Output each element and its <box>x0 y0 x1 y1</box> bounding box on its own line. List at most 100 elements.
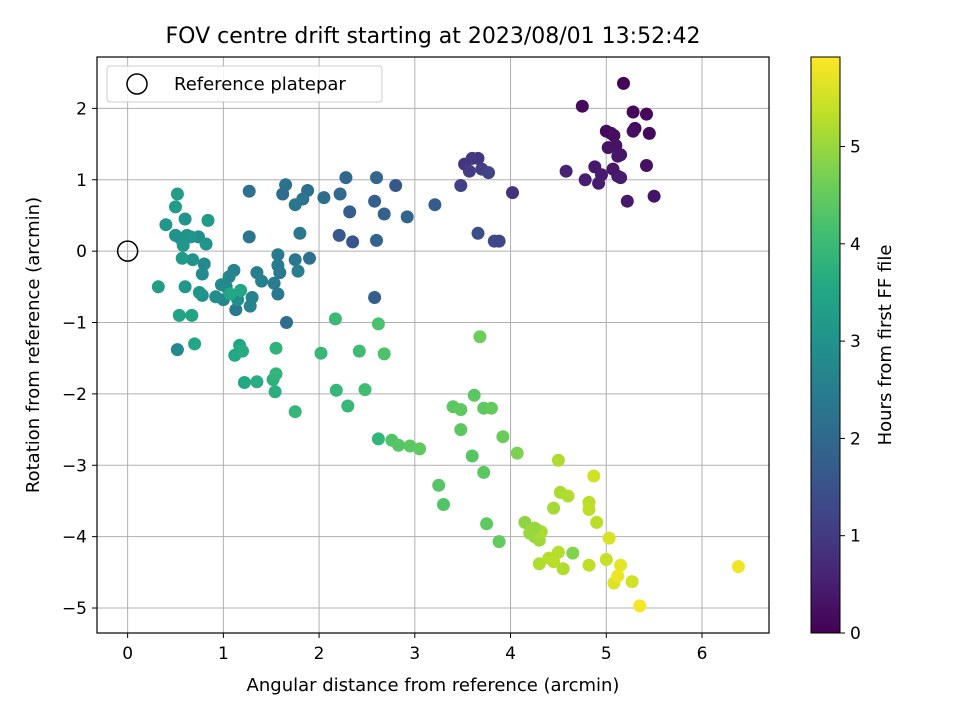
data-point <box>392 438 405 452</box>
data-point <box>510 446 524 460</box>
data-point <box>178 280 192 294</box>
data-point <box>587 469 601 483</box>
y-tick-label: −1 <box>62 314 87 334</box>
data-point <box>234 283 248 297</box>
data-point <box>236 344 249 358</box>
data-point <box>462 164 476 178</box>
data-point <box>599 553 613 566</box>
x-tick-label: 4 <box>505 644 516 664</box>
data-point <box>332 228 346 242</box>
data-point <box>368 194 382 208</box>
data-point <box>328 312 342 326</box>
data-point <box>151 280 165 294</box>
y-tick-label: 2 <box>76 99 87 119</box>
x-tick-label: 2 <box>314 644 325 664</box>
data-point <box>159 218 173 232</box>
colorbar-ticks: 0 1 2 3 4 5 <box>840 138 861 644</box>
data-point <box>184 230 198 244</box>
data-point <box>170 343 184 357</box>
data-point <box>454 179 468 192</box>
data-point <box>317 191 331 205</box>
data-point <box>413 442 427 456</box>
colorbar-label: Hours from first FF file <box>875 245 896 446</box>
y-tick-label: −3 <box>62 456 87 476</box>
data-point <box>556 562 570 576</box>
data-point <box>199 237 213 251</box>
data-point <box>303 251 316 265</box>
legend-box <box>106 65 383 103</box>
data-point <box>209 290 223 304</box>
data-point <box>288 253 302 267</box>
data-point <box>255 274 269 288</box>
data-point <box>432 478 446 492</box>
data-point <box>214 278 228 292</box>
data-point <box>551 453 565 467</box>
data-point <box>195 267 209 281</box>
x-tick-label: 0 <box>122 644 133 664</box>
data-point <box>186 253 200 267</box>
reference-platepar-marker <box>116 240 139 262</box>
data-point <box>170 187 184 201</box>
data-point <box>197 257 211 271</box>
data-point <box>237 376 251 389</box>
data-point <box>532 557 546 571</box>
data-point <box>506 186 519 200</box>
data-point <box>492 535 506 549</box>
colorbar-tick-label: 4 <box>850 235 861 255</box>
data-point <box>611 569 625 583</box>
data-point <box>242 184 256 198</box>
chart-title: FOV centre drift starting at 2023/08/01 … <box>166 24 701 49</box>
data-point <box>201 213 215 227</box>
colorbar-tick-label: 2 <box>850 429 861 449</box>
data-point <box>276 187 290 201</box>
data-point <box>267 276 281 290</box>
data-point <box>314 346 328 360</box>
colorbar: 0 1 2 3 4 5 Hours from first FF file <box>810 56 896 644</box>
data-point <box>590 515 604 529</box>
data-point <box>371 432 385 446</box>
data-point <box>273 266 287 280</box>
data-point <box>329 383 343 397</box>
data-point <box>640 159 653 172</box>
data-point <box>626 124 640 138</box>
data-point <box>465 449 479 463</box>
data-point <box>484 401 498 415</box>
data-point <box>175 251 189 265</box>
colorbar-tick-label: 0 <box>850 624 861 644</box>
data-point <box>473 330 487 344</box>
data-point <box>339 171 353 185</box>
data-point <box>291 264 305 278</box>
data-point <box>188 337 202 351</box>
data-point <box>250 375 264 389</box>
data-point <box>242 230 256 244</box>
data-point <box>575 99 589 113</box>
data-point <box>454 423 468 437</box>
data-point <box>178 212 192 226</box>
data-point <box>578 173 592 187</box>
data-point <box>185 308 199 322</box>
y-axis-label: Rotation from reference (arcmin) <box>23 197 44 493</box>
data-point <box>482 166 495 180</box>
data-point <box>343 205 357 219</box>
data-point <box>602 531 616 545</box>
data-point <box>731 560 745 574</box>
data-point <box>614 171 628 185</box>
data-point <box>243 299 257 313</box>
data-point <box>625 575 639 589</box>
data-point <box>617 76 630 90</box>
x-tick-label: 1 <box>218 644 229 664</box>
data-point <box>528 521 541 535</box>
data-point <box>377 347 391 361</box>
data-point <box>333 187 347 201</box>
x-tick-label: 3 <box>409 644 420 664</box>
data-point <box>346 235 360 249</box>
colorbar-gradient <box>810 56 841 634</box>
data-point <box>561 489 575 503</box>
data-point <box>607 129 621 142</box>
x-axis-label: Angular distance from reference (arcmin) <box>247 675 620 696</box>
data-point <box>626 105 640 119</box>
colorbar-tick-label: 1 <box>850 527 861 547</box>
data-point <box>480 517 494 531</box>
data-point <box>592 176 606 190</box>
plot-frame <box>96 56 770 634</box>
